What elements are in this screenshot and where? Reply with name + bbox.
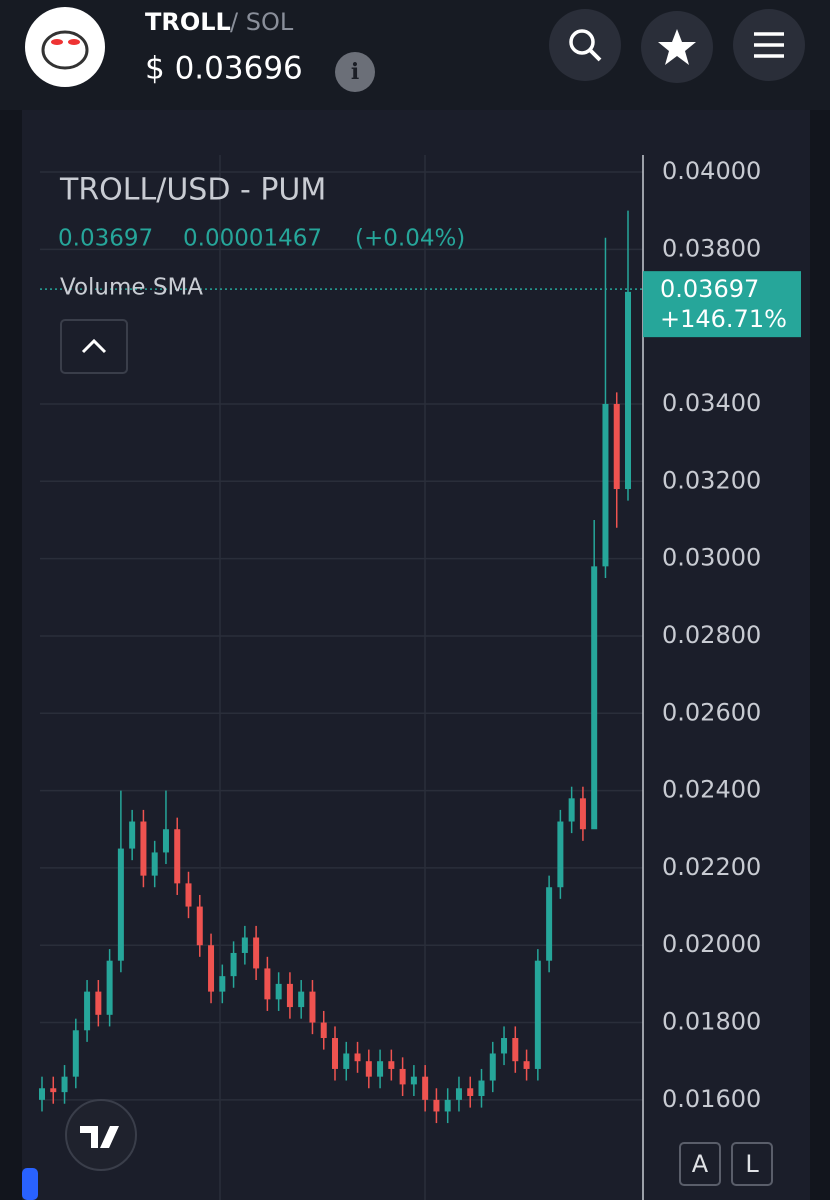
- y-tick-label: 0.02400: [662, 776, 761, 804]
- y-tick-label: 0.03000: [662, 544, 761, 572]
- candle-body: [275, 983, 282, 1000]
- candle-body: [365, 1061, 372, 1077]
- search-icon: [588, 48, 602, 62]
- candle-body: [264, 968, 271, 1000]
- info-icon: i: [351, 59, 359, 85]
- y-tick-label: 0.02000: [662, 930, 761, 958]
- info-button[interactable]: [335, 52, 375, 92]
- candle-body: [332, 1038, 338, 1069]
- candle-body: [523, 1061, 530, 1069]
- menu-icon: [754, 32, 784, 58]
- log-scale-button[interactable]: [731, 1142, 773, 1186]
- candle-body: [253, 937, 260, 969]
- auto-scale-label: A: [692, 1150, 709, 1178]
- legend-indicator: Volume SMA: [60, 275, 203, 301]
- candle-body: [129, 821, 136, 849]
- search-button[interactable]: [549, 9, 621, 81]
- candle-body: [489, 1053, 496, 1081]
- collapse-button[interactable]: [60, 319, 128, 374]
- candle-body: [39, 1088, 45, 1100]
- candle-body: [298, 991, 305, 1008]
- candle-body: [625, 291, 631, 490]
- candle-body: [185, 883, 192, 907]
- last-price-label: 0.03697: [660, 275, 759, 303]
- token-logo-eye: [68, 39, 80, 45]
- token-logo-eye: [51, 39, 63, 45]
- candle-body: [117, 848, 124, 961]
- candle-body: [309, 991, 316, 1023]
- candle-body: [354, 1053, 361, 1062]
- candle-body: [151, 852, 158, 876]
- y-tick-label: 0.02200: [662, 853, 761, 881]
- token-quote: / SOL: [230, 8, 294, 36]
- legend-change-pct: (+0.04%): [355, 226, 465, 252]
- y-tick-label: 0.04000: [662, 157, 761, 185]
- token-logo: [25, 7, 105, 87]
- candle-body: [140, 821, 147, 876]
- auto-scale-button[interactable]: [679, 1142, 721, 1186]
- candle-body: [95, 991, 102, 1015]
- tradingview-button[interactable]: [65, 1099, 137, 1171]
- y-tick-label: 0.02800: [662, 621, 761, 649]
- last-price-badge: [643, 271, 801, 338]
- candle-body: [343, 1053, 350, 1069]
- legend-change: 0.00001467: [183, 226, 322, 252]
- candle-body: [602, 403, 609, 567]
- candle-body: [286, 983, 293, 1008]
- candle-body: [230, 952, 237, 977]
- y-tick-label: 0.01600: [662, 1085, 761, 1113]
- token-logo-face: [41, 30, 89, 70]
- candle-body: [196, 906, 203, 946]
- legend-last: 0.03697: [58, 226, 153, 252]
- candle-body: [208, 945, 215, 992]
- chart-title: TROLL/USD - PUM: [59, 173, 326, 208]
- candle-body: [388, 1061, 395, 1069]
- candle-body: [444, 1099, 451, 1112]
- candle-body: [613, 403, 620, 490]
- candle-body: [512, 1038, 519, 1062]
- chevron-icon: [81, 338, 107, 354]
- candle-body: [320, 1022, 327, 1039]
- y-tick-label: 0.01800: [662, 1008, 761, 1036]
- candle-body: [84, 991, 91, 1031]
- candle-body: [422, 1076, 429, 1100]
- plot: [39, 155, 644, 1200]
- candle-body: [557, 821, 564, 888]
- candle-body: [174, 829, 181, 884]
- candle-body: [478, 1080, 485, 1097]
- candle-body: [568, 798, 575, 822]
- search-icon: [569, 29, 595, 55]
- candle-body: [501, 1038, 508, 1054]
- candle-body: [591, 566, 598, 830]
- star-icon: [658, 29, 696, 65]
- scroll-handle[interactable]: [22, 1168, 38, 1200]
- candle-body: [433, 1099, 440, 1112]
- last-change-label: +146.71%: [660, 305, 787, 333]
- candle-body: [50, 1088, 57, 1093]
- candle-body: [106, 960, 113, 1015]
- y-tick-label: 0.02600: [662, 698, 761, 726]
- y-tick-label: 0.03800: [662, 234, 761, 262]
- candle-body: [377, 1061, 384, 1077]
- candle-body: [61, 1076, 68, 1093]
- y-tick-label: 0.03200: [662, 466, 761, 494]
- candle-body: [162, 829, 169, 853]
- y-tick-label: 0.03400: [662, 389, 761, 417]
- candle-body: [455, 1088, 462, 1100]
- candle-body: [467, 1088, 474, 1097]
- candle-body: [219, 976, 226, 992]
- candle-body: [546, 887, 553, 961]
- candle-body: [241, 937, 248, 953]
- log-scale-label: L: [745, 1150, 759, 1178]
- candle-body: [534, 960, 541, 1069]
- token-price: $ 0.03696: [145, 51, 303, 87]
- candle-body: [399, 1068, 406, 1085]
- candle-body: [410, 1076, 417, 1085]
- token-symbol: TROLL: [145, 8, 231, 36]
- candle-body: [72, 1030, 79, 1077]
- candle-body: [579, 798, 586, 830]
- tradingview-logo: [80, 1126, 119, 1148]
